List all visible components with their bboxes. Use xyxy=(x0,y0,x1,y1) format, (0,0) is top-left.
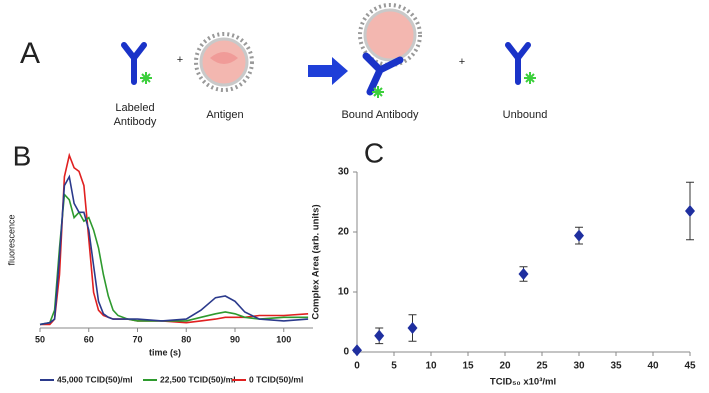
x-tick-label: 45 xyxy=(684,361,696,372)
series-line xyxy=(40,152,309,326)
operator: + xyxy=(459,56,465,68)
x-tick-label: 5 xyxy=(391,361,397,372)
label-star xyxy=(372,86,384,98)
x-tick-label: 70 xyxy=(132,334,142,344)
x-tick-label: 90 xyxy=(230,334,240,344)
arrow xyxy=(308,57,348,85)
x-tick-label: 100 xyxy=(276,334,291,344)
x-tick-label: 40 xyxy=(647,361,659,372)
legend-label: 45,000 TCID(50)/ml xyxy=(57,374,133,384)
y-tick-label: 20 xyxy=(338,227,350,238)
x-tick-label: 25 xyxy=(536,361,548,372)
legend-label: 0 TCID(50)/ml xyxy=(249,374,303,384)
point xyxy=(574,229,584,242)
y-tick-label: 10 xyxy=(338,287,350,298)
x-axis-label: time (s) xyxy=(149,347,181,357)
x-tick-label: 60 xyxy=(84,334,94,344)
antigen-icon xyxy=(358,3,422,67)
label-star xyxy=(140,72,152,84)
label: Bound Antibody xyxy=(341,109,419,121)
y-axis-label: fluorescence xyxy=(6,214,16,265)
point xyxy=(374,329,385,342)
label: Antigen xyxy=(206,109,244,121)
y-tick-label: 0 xyxy=(343,347,349,358)
panel-letter: A xyxy=(20,37,40,70)
series-line xyxy=(39,192,309,326)
antibody-icon xyxy=(505,42,531,85)
x-tick-label: 15 xyxy=(462,361,474,372)
point xyxy=(518,268,529,280)
label: Unbound xyxy=(502,109,548,121)
label-star xyxy=(524,72,536,84)
y-tick-label: 30 xyxy=(338,167,350,178)
operator: + xyxy=(177,54,183,66)
y-axis-label: Complex Area (arb. units) xyxy=(311,204,322,319)
x-tick-label: 30 xyxy=(573,361,585,372)
point xyxy=(407,322,418,334)
legend-label: 22,500 TCID(50)/ml xyxy=(160,374,236,384)
antibody-icon xyxy=(362,52,404,96)
x-tick-label: 20 xyxy=(499,361,511,372)
x-tick-label: 50 xyxy=(35,334,45,344)
point xyxy=(352,344,362,357)
panel-letter: B xyxy=(13,140,32,171)
label: Labeled Antibody xyxy=(113,102,157,128)
x-tick-label: 35 xyxy=(610,361,622,372)
x-tick-label: 80 xyxy=(181,334,191,344)
series-line xyxy=(39,174,309,326)
x-axis-label: TCID₅₀ x10³/ml xyxy=(490,377,556,388)
x-tick-label: 10 xyxy=(425,361,437,372)
antigen-icon xyxy=(194,32,254,92)
x-tick-label: 0 xyxy=(354,361,360,372)
panel-letter: C xyxy=(364,137,384,168)
point xyxy=(685,205,695,217)
antibody-icon xyxy=(121,42,147,85)
